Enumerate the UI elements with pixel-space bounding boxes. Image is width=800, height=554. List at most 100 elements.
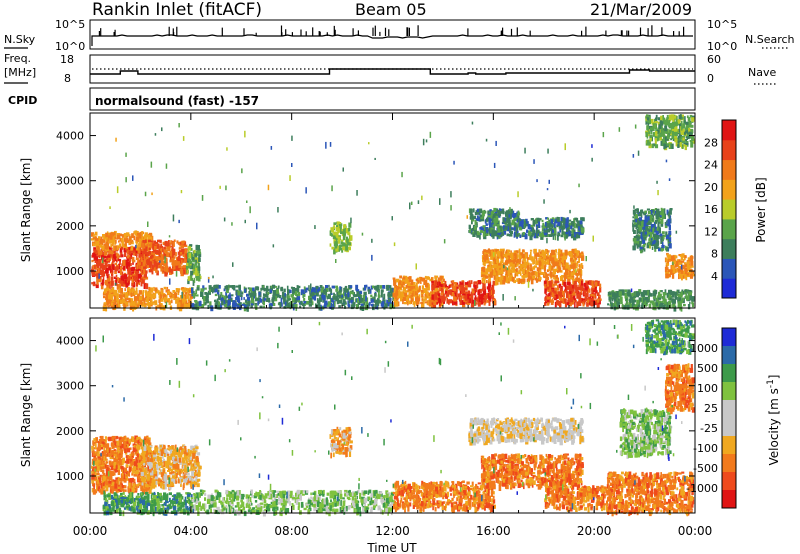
heatmap-cell	[692, 274, 696, 277]
heatmap-cell	[573, 252, 577, 257]
heatmap-cell	[119, 288, 123, 294]
heatmap-cell	[570, 221, 575, 227]
heatmap-cell	[375, 305, 379, 310]
heatmap-cell	[205, 296, 209, 301]
heatmap-cell	[115, 294, 119, 298]
heatmap-cell	[109, 232, 113, 236]
heatmap-cell	[538, 260, 542, 264]
heatmap-cell	[382, 300, 385, 306]
heatmap-cell	[176, 240, 179, 244]
heatmap-cell	[181, 287, 185, 290]
heatmap-cell	[673, 121, 677, 127]
heatmap-cell	[343, 243, 346, 249]
heatmap-cell	[691, 129, 694, 134]
heatmap-cell	[541, 232, 545, 238]
heatmap-cell	[179, 305, 182, 309]
heatmap-cell	[546, 299, 550, 303]
heatmap-cell	[663, 208, 666, 214]
heatmap-cell	[637, 237, 640, 243]
heatmap-cell	[171, 252, 174, 258]
heatmap-cell	[558, 253, 560, 259]
heatmap-cell	[187, 266, 192, 269]
heatmap-cell	[489, 222, 491, 228]
heatmap-cell	[254, 293, 257, 297]
heatmap-cell	[662, 117, 665, 122]
heatmap-cell	[178, 254, 181, 257]
heatmap-cell	[551, 222, 555, 227]
heatmap-cell	[667, 237, 671, 241]
heatmap-cell	[424, 279, 428, 286]
heatmap-cell	[520, 268, 525, 272]
heatmap-cell	[673, 260, 676, 265]
freq-trace	[90, 68, 695, 75]
heatmap-cell	[338, 300, 343, 304]
heatmap-cell	[524, 233, 528, 240]
heatmap-cell	[158, 239, 162, 243]
heatmap-cell	[94, 231, 98, 236]
heatmap-cell	[643, 248, 646, 252]
freq-label: Freq.	[4, 52, 31, 65]
heatmap-cell	[207, 304, 210, 309]
heatmap-cell	[680, 114, 682, 119]
heatmap-cell	[116, 265, 119, 270]
heatmap-cell	[574, 217, 578, 221]
heatmap-cell	[398, 280, 402, 285]
heatmap-cell	[454, 300, 458, 305]
heatmap-cell	[322, 286, 324, 290]
heatmap-cell	[628, 299, 632, 305]
heatmap-cell	[309, 289, 311, 295]
heatmap-cell	[556, 281, 560, 284]
heatmap-cell	[170, 248, 173, 252]
heatmap-cell	[563, 259, 566, 265]
heatmap-cell	[101, 271, 105, 278]
heatmap-cell	[426, 295, 429, 299]
heatmap-cell	[650, 232, 653, 239]
heatmap-cell	[105, 296, 109, 300]
heatmap-cell	[514, 272, 518, 276]
heatmap-cell	[195, 244, 199, 251]
heatmap-cell	[555, 249, 558, 253]
heatmap-cell	[382, 285, 385, 289]
heatmap-cell	[558, 283, 562, 289]
heatmap-cell	[231, 285, 236, 288]
heatmap-cell	[683, 141, 686, 147]
heatmap-cell	[281, 302, 283, 307]
heatmap-cell	[686, 115, 689, 119]
heatmap-cell	[282, 296, 285, 300]
heatmap-cell	[519, 257, 522, 262]
heatmap-cell	[343, 290, 346, 297]
heatmap-cell	[470, 302, 475, 308]
heatmap-cell	[565, 292, 569, 299]
heatmap-cell	[329, 302, 332, 307]
heatmap-cell	[511, 219, 515, 226]
heatmap-cell	[191, 303, 195, 308]
heatmap-cell	[326, 302, 329, 307]
heatmap-cell	[441, 298, 444, 302]
heatmap-cell	[144, 258, 146, 264]
heatmap-cell	[403, 286, 407, 291]
heatmap-cell	[196, 287, 200, 291]
heatmap-cell	[108, 292, 111, 296]
freq-tick-high: 18	[60, 53, 74, 66]
heatmap-cell	[496, 259, 500, 264]
heatmap-cell	[662, 242, 664, 248]
heatmap-cell	[266, 285, 269, 292]
heatmap-cell	[691, 120, 694, 123]
heatmap-cell	[506, 217, 508, 224]
heatmap-cell	[538, 269, 542, 274]
heatmap-cell	[565, 263, 568, 267]
heatmap-cell	[340, 240, 343, 245]
heatmap-cell	[178, 297, 181, 301]
heatmap-cell	[271, 303, 276, 306]
heatmap-cell	[146, 259, 150, 263]
heatmap-cell	[127, 264, 131, 269]
heatmap-cell	[668, 114, 672, 120]
heatmap-cell	[538, 220, 540, 227]
heatmap-cell	[102, 234, 106, 238]
heatmap-cell	[151, 254, 154, 258]
heatmap-cell	[508, 213, 512, 219]
heatmap-cell	[632, 219, 636, 223]
heatmap-cell	[535, 275, 538, 281]
heatmap-cell	[478, 288, 482, 293]
heatmap-cell	[691, 301, 694, 305]
